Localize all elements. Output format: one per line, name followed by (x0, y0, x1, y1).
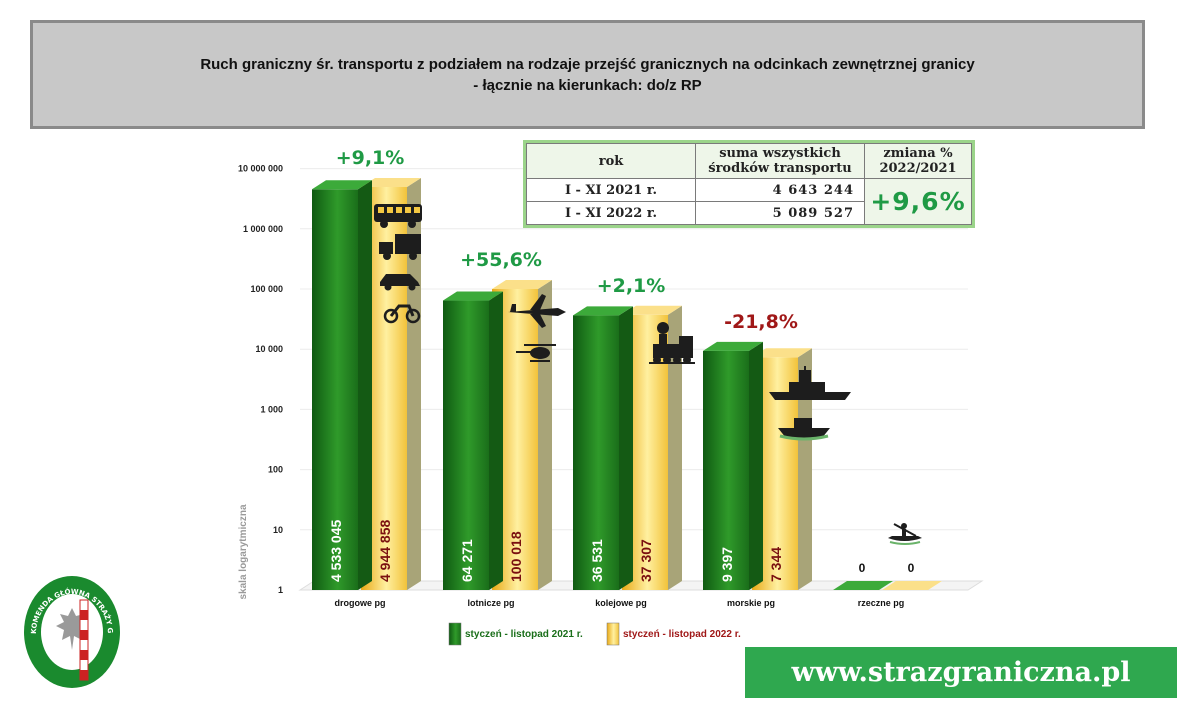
data-label-2022: 7 344 (768, 547, 784, 582)
airplane-icon (508, 294, 566, 328)
car-icon (380, 274, 420, 291)
y-tick-label: 10 (273, 525, 283, 535)
summary-table: rok suma wszystkich środków transportu z… (523, 140, 975, 228)
data-label-2021: 36 531 (589, 539, 605, 582)
data-label-2021: 64 271 (459, 539, 475, 582)
y-tick-label: 100 000 (250, 284, 283, 294)
category-label: morskie pg (727, 598, 775, 608)
truck-icon (379, 234, 421, 260)
category-label: lotnicze pg (468, 598, 515, 608)
bar-2022 (882, 581, 942, 590)
category-label: drogowe pg (335, 598, 386, 608)
website-banner[interactable]: www.strazgraniczna.pl (745, 647, 1177, 698)
summary-header-total: suma wszystkich środków transportu (695, 143, 865, 179)
bar-2021 (703, 341, 763, 590)
chart-title-line-2: - łącznie na kierunkach: do/z RP (473, 76, 702, 94)
y-tick-label: 10 000 (255, 344, 283, 354)
y-tick-label: 1 000 (260, 404, 283, 414)
data-label-2022: 4 944 858 (377, 520, 393, 582)
legend-item-2022: styczeń - listopad 2022 r. (606, 622, 741, 646)
bar-2021 (833, 581, 893, 590)
kayak-icon (888, 523, 922, 545)
summary-value-2022: 5 089 527 (695, 201, 865, 225)
summary-change: +9,6% (864, 178, 972, 225)
y-tick-label: 100 (268, 465, 283, 475)
bar-2021 (573, 306, 633, 590)
legend-item-2021: styczeń - listopad 2021 r. (448, 622, 583, 646)
bar-2021 (312, 180, 372, 590)
chart-title-box: Ruch graniczny śr. transportu z podziałe… (30, 20, 1145, 129)
data-label-2022: 0 (908, 561, 915, 575)
svg-text:styczeń - listopad 2021 r.: styczeń - listopad 2021 r. (465, 629, 583, 640)
motorboat-icon (778, 418, 830, 441)
data-label-2021: 0 (859, 561, 866, 575)
chart-title-line-1: Ruch graniczny śr. transportu z podziałe… (200, 55, 975, 73)
y-tick-label: 1 000 000 (243, 224, 283, 234)
category-label: rzeczne pg (858, 598, 905, 608)
bar-2021 (443, 291, 503, 590)
change-label: +2,1% (597, 275, 666, 297)
category-label: kolejowe pg (595, 598, 647, 608)
change-label: +9,1% (336, 147, 405, 169)
summary-header-period: rok (526, 143, 696, 179)
train-icon (649, 322, 695, 364)
data-label-2022: 37 307 (638, 539, 654, 582)
svg-text:styczeń - listopad 2022 r.: styczeń - listopad 2022 r. (623, 629, 741, 640)
bus-icon (374, 204, 422, 228)
website-url[interactable]: www.strazgraniczna.pl (791, 657, 1131, 688)
border-guard-logo: KOMENDA GŁÓWNA STRAŻY GRANICZNEJ (22, 570, 120, 688)
y-tick-label: 1 (278, 585, 283, 595)
data-label-2021: 4 533 045 (328, 520, 344, 582)
change-label: -21,8% (724, 311, 798, 333)
summary-period-2022: I - XI 2022 r. (526, 201, 696, 225)
helicopter-icon (516, 344, 556, 362)
data-label-2021: 9 397 (719, 547, 735, 582)
motorcycle-icon (383, 304, 421, 324)
change-label: +55,6% (460, 249, 542, 271)
summary-period-2021: I - XI 2021 r. (526, 178, 696, 202)
y-axis-label: skala logarytmiczna (238, 504, 249, 599)
summary-header-change: zmiana % 2022/2021 (864, 143, 972, 179)
summary-value-2021: 4 643 244 (695, 178, 865, 202)
warship-icon (769, 366, 851, 400)
y-tick-label: 10 000 000 (238, 164, 283, 174)
data-label-2022: 100 018 (508, 531, 524, 582)
